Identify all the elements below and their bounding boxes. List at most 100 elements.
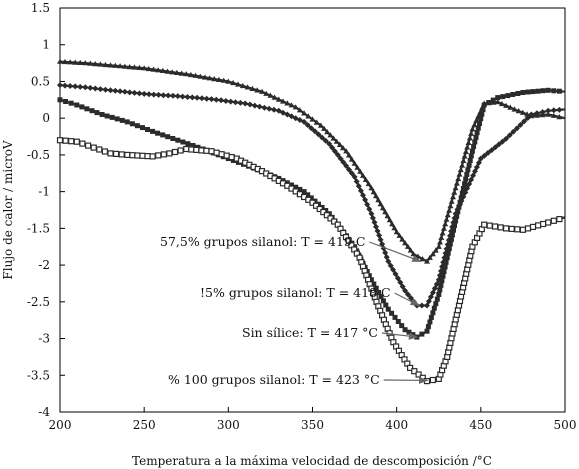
y-tick-label: -4 [38, 405, 50, 419]
data-point [254, 87, 261, 93]
data-point [524, 111, 531, 117]
series-group [56, 58, 566, 385]
data-point [187, 71, 194, 78]
data-point [404, 243, 411, 249]
data-point [324, 129, 331, 135]
data-point [418, 302, 425, 309]
data-point [469, 148, 475, 154]
data-point [453, 180, 460, 186]
data-point [415, 371, 422, 378]
data-point [275, 107, 282, 114]
data-point [444, 212, 451, 218]
data-point [445, 250, 451, 256]
data-point [457, 199, 463, 205]
y-tick-label: 0 [42, 111, 50, 125]
data-point [399, 323, 405, 329]
data-point [464, 144, 471, 150]
y-tick-label: -2 [38, 258, 50, 272]
data-point [466, 181, 473, 187]
data-point [114, 116, 120, 122]
data-point [173, 69, 180, 75]
data-point [84, 106, 90, 112]
data-point [92, 61, 99, 67]
data-point [77, 83, 84, 90]
data-point [117, 63, 124, 69]
data-point [160, 92, 167, 99]
data-point [427, 293, 434, 300]
data-point [505, 93, 511, 99]
annotation-arrow [394, 292, 421, 307]
data-point [309, 199, 316, 206]
data-point [451, 227, 456, 233]
data-point [84, 142, 92, 149]
data-point [533, 110, 540, 117]
data-point [550, 217, 557, 224]
data-point [386, 217, 393, 223]
data-point [326, 140, 333, 147]
data-point [366, 206, 373, 213]
data-point [99, 112, 105, 117]
data-point [467, 158, 473, 163]
data-point [296, 117, 303, 123]
y-tick-label: -1 [38, 185, 50, 199]
data-point [507, 104, 514, 110]
data-point [62, 58, 68, 65]
data-point [323, 212, 330, 219]
plot-area [59, 7, 566, 413]
data-point [97, 86, 104, 93]
data-point [495, 95, 501, 101]
data-point [379, 205, 386, 211]
y-tick-label: 0.5 [31, 74, 50, 88]
data-point [348, 170, 355, 177]
data-point [424, 328, 430, 334]
data-point [402, 287, 409, 294]
data-point [530, 89, 536, 95]
data-point [87, 84, 94, 91]
data-point [102, 86, 109, 93]
data-point [313, 119, 320, 125]
data-point [556, 114, 563, 120]
data-point [336, 141, 343, 147]
data-point [423, 378, 431, 385]
data-point [180, 139, 186, 145]
data-point [486, 222, 493, 229]
data-point [440, 225, 447, 231]
data-point [225, 78, 232, 84]
data-point [481, 152, 488, 159]
data-point [213, 149, 220, 156]
data-point [478, 116, 484, 122]
data-point [223, 152, 230, 159]
data-point [540, 88, 546, 94]
data-point [319, 134, 326, 141]
data-point [499, 138, 506, 145]
data-point [442, 264, 448, 270]
data-point [448, 236, 454, 242]
data-point [202, 74, 208, 80]
data-point [227, 98, 234, 105]
data-point [239, 82, 246, 89]
data-point [462, 148, 469, 154]
data-point [468, 130, 475, 136]
data-point [82, 60, 89, 66]
data-point [92, 85, 99, 92]
data-point [443, 259, 449, 265]
data-point [192, 72, 199, 78]
data-point [449, 232, 455, 238]
data-point [208, 96, 215, 103]
data-point [434, 296, 440, 302]
data-point [218, 97, 225, 104]
data-point [383, 302, 389, 308]
data-point [486, 100, 492, 105]
data-point [529, 223, 537, 230]
data-point [425, 298, 432, 305]
data-point [160, 132, 166, 138]
data-point [280, 98, 286, 104]
data-point [432, 247, 439, 253]
data-point [68, 100, 74, 106]
data-point [149, 153, 156, 160]
data-point [477, 155, 484, 162]
data-point [402, 327, 408, 333]
data-point [481, 221, 488, 228]
data-point [407, 364, 414, 371]
data-point [385, 258, 392, 265]
